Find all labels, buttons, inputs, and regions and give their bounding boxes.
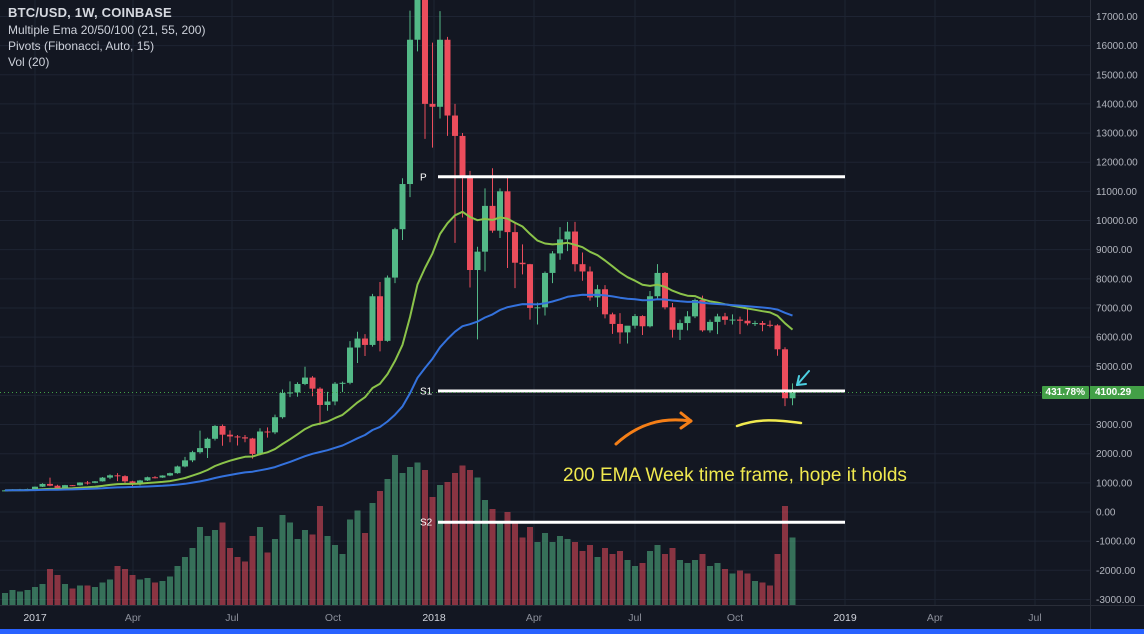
svg-text:Apr: Apr bbox=[526, 612, 543, 624]
svg-text:5000.00: 5000.00 bbox=[1096, 362, 1133, 373]
price-axis-labels[interactable]: 17000.00 16000.00 15000.00 14000.00 13000.00… bbox=[1096, 12, 1138, 606]
svg-text:7000.00: 7000.00 bbox=[1096, 303, 1133, 314]
svg-text:Oct: Oct bbox=[325, 612, 341, 624]
pivot-label-p: P bbox=[420, 172, 427, 183]
svg-text:17000.00: 17000.00 bbox=[1096, 12, 1138, 23]
svg-text:-2000.00: -2000.00 bbox=[1096, 566, 1136, 577]
candlesticks bbox=[2, 0, 796, 492]
svg-text:16000.00: 16000.00 bbox=[1096, 41, 1138, 52]
svg-text:Oct: Oct bbox=[727, 612, 743, 624]
svg-text:6000.00: 6000.00 bbox=[1096, 333, 1133, 344]
pivot-lines[interactable]: P S1 S2 bbox=[420, 172, 845, 529]
yellow-underline[interactable] bbox=[735, 419, 803, 428]
pivot-label-s1: S1 bbox=[420, 387, 433, 398]
change-percent-badge: 431.78% bbox=[1041, 386, 1089, 399]
svg-text:8000.00: 8000.00 bbox=[1096, 274, 1133, 285]
svg-text:2000.00: 2000.00 bbox=[1096, 449, 1133, 460]
chart-legend: BTC/USD, 1W, COINBASE Multiple Ema 20/50… bbox=[8, 5, 205, 71]
svg-text:12000.00: 12000.00 bbox=[1096, 158, 1138, 169]
svg-text:0.00: 0.00 bbox=[1096, 508, 1116, 519]
bottom-accent-bar bbox=[0, 629, 1144, 634]
svg-text:Jul: Jul bbox=[225, 612, 238, 624]
svg-text:-3000.00: -3000.00 bbox=[1096, 595, 1136, 606]
svg-text:2018: 2018 bbox=[422, 612, 446, 624]
drawings[interactable] bbox=[614, 370, 810, 446]
indicator-label-volume[interactable]: Vol (20) bbox=[8, 55, 50, 69]
svg-text:Apr: Apr bbox=[927, 612, 944, 624]
svg-text:15000.00: 15000.00 bbox=[1096, 70, 1138, 81]
svg-text:2017: 2017 bbox=[23, 612, 47, 624]
svg-text:Apr: Apr bbox=[125, 612, 142, 624]
svg-text:13000.00: 13000.00 bbox=[1096, 129, 1138, 140]
annotation-text[interactable]: 200 EMA Week time frame, hope it holds bbox=[563, 465, 907, 486]
indicator-label-multiple-ema[interactable]: Multiple Ema 20/50/100 (21, 55, 200) bbox=[8, 23, 206, 37]
cyan-arrow-marker[interactable] bbox=[796, 370, 810, 386]
grid-lines bbox=[0, 0, 1090, 605]
ema-55-line bbox=[4, 293, 793, 492]
svg-text:Jul: Jul bbox=[628, 612, 641, 624]
svg-text:2019: 2019 bbox=[833, 612, 857, 624]
time-axis-labels[interactable]: 2017 Apr Jul Oct 2018 Apr Jul Oct 2019 Apr Jul bbox=[23, 612, 1041, 624]
symbol-title[interactable]: BTC/USD, 1W, COINBASE bbox=[8, 5, 172, 20]
ema-lines bbox=[4, 210, 794, 492]
svg-text:11000.00: 11000.00 bbox=[1096, 187, 1137, 198]
svg-text:10000.00: 10000.00 bbox=[1096, 216, 1138, 227]
svg-text:14000.00: 14000.00 bbox=[1096, 99, 1138, 110]
indicator-label-pivots[interactable]: Pivots (Fibonacci, Auto, 15) bbox=[8, 39, 155, 53]
orange-arrow[interactable] bbox=[614, 411, 693, 446]
pivot-label-s2: S2 bbox=[420, 518, 433, 529]
last-price-badge: 4100.29 bbox=[1090, 386, 1144, 399]
volume-bars bbox=[2, 455, 796, 605]
svg-text:3000.00: 3000.00 bbox=[1096, 420, 1133, 431]
svg-text:1000.00: 1000.00 bbox=[1096, 478, 1133, 489]
svg-text:9000.00: 9000.00 bbox=[1096, 245, 1133, 256]
svg-text:Jul: Jul bbox=[1028, 612, 1041, 624]
svg-text:-1000.00: -1000.00 bbox=[1096, 537, 1136, 548]
ema-21-line bbox=[4, 210, 794, 492]
